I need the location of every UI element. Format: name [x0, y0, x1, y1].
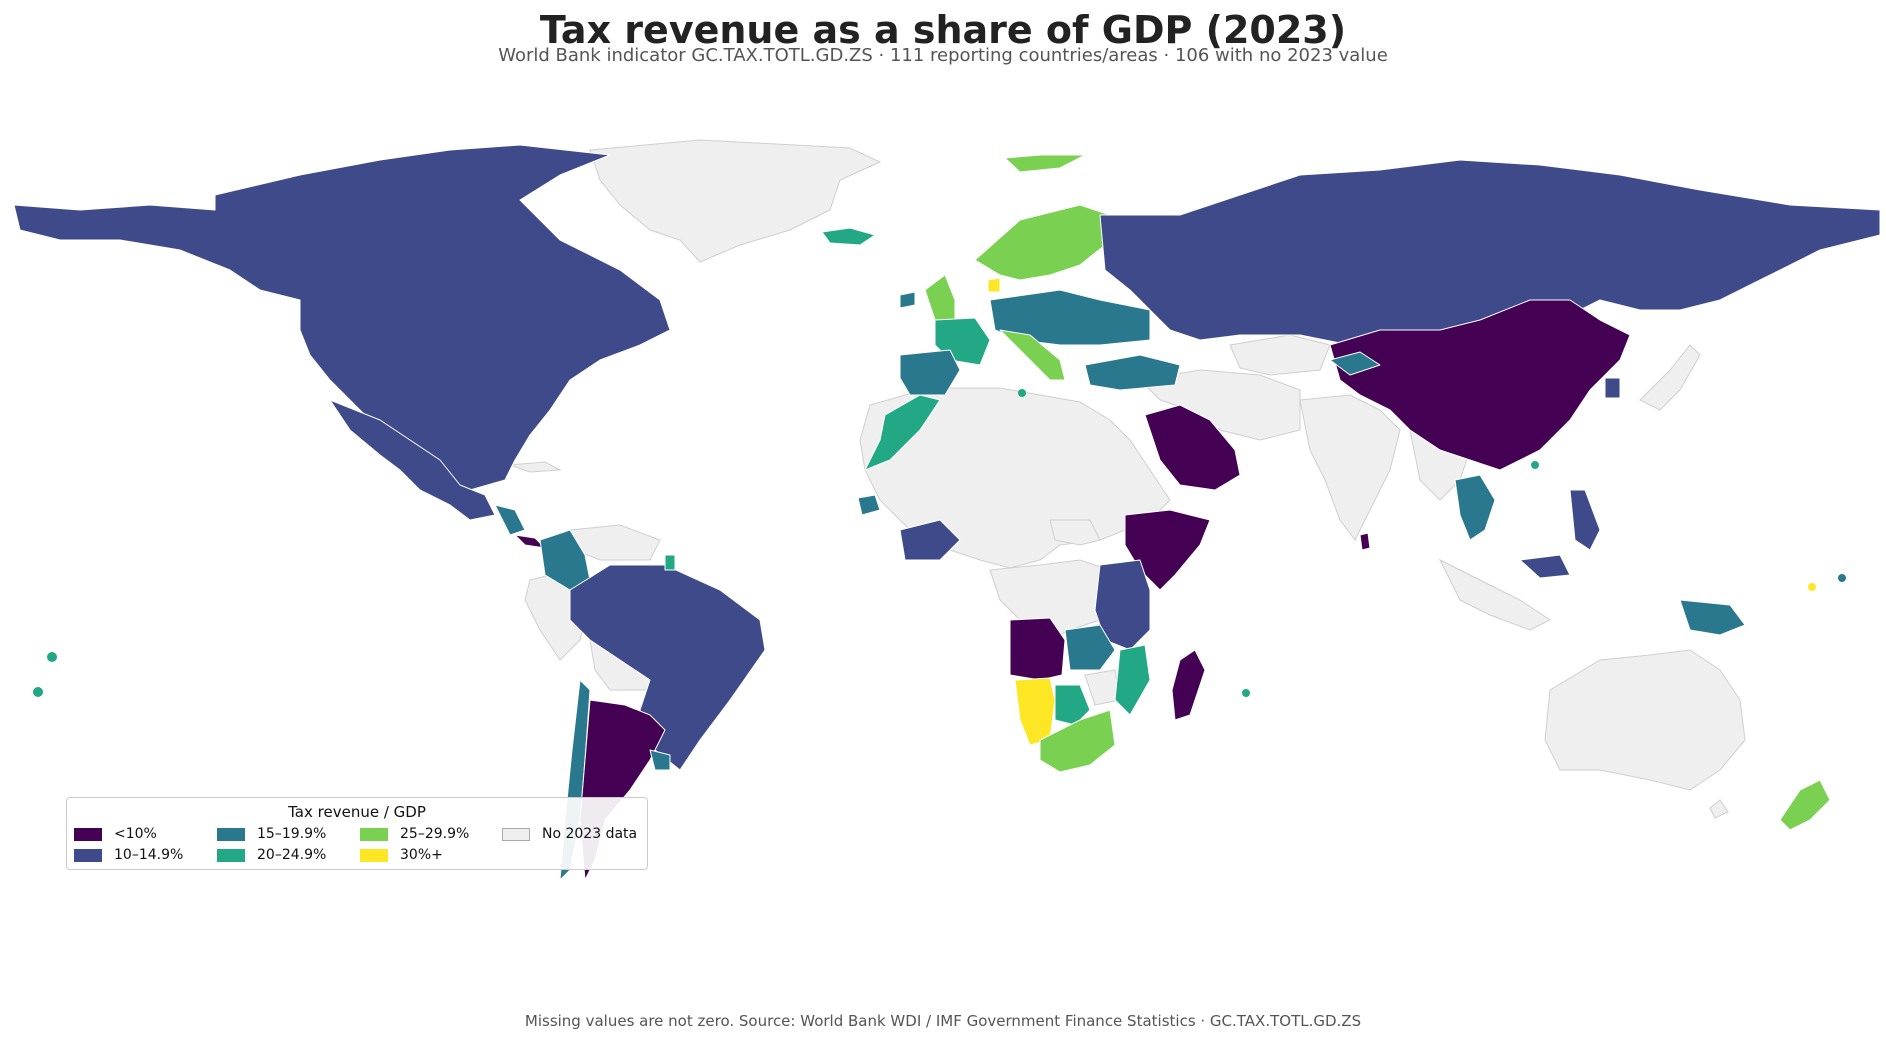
region-mozambique[interactable] — [1114, 644, 1151, 716]
legend-swatch — [502, 827, 530, 841]
region-thailand-indochina[interactable] — [1454, 474, 1496, 541]
region-ireland[interactable] — [899, 291, 916, 309]
region-turkey[interactable] — [1084, 354, 1181, 391]
region-pacific-island-1[interactable] — [47, 652, 57, 662]
region-east-africa[interactable] — [1094, 559, 1151, 651]
region-suriname[interactable] — [664, 554, 676, 571]
legend-swatch — [217, 848, 245, 862]
legend-label: 20–24.9% — [257, 847, 327, 863]
legend-item-20: 20–24.9% — [217, 847, 326, 865]
legend-swatch — [74, 848, 102, 862]
region-russia[interactable] — [1099, 159, 1881, 346]
region-middle-east[interactable] — [1138, 369, 1301, 441]
no-data-regions — [509, 139, 1746, 819]
region-uruguay[interactable] — [649, 749, 671, 771]
region-malta[interactable] — [1018, 389, 1026, 397]
region-pacific-island-2[interactable] — [33, 687, 43, 697]
region-kazakhstan-area[interactable] — [1329, 351, 1381, 376]
region-west-africa-2[interactable] — [899, 519, 961, 561]
region-pacific-island-4[interactable] — [1838, 574, 1846, 582]
region-central-america[interactable] — [494, 504, 526, 536]
region-madagascar[interactable] — [1171, 649, 1206, 721]
region-australia[interactable] — [1544, 649, 1746, 791]
region-sri-lanka[interactable] — [1359, 532, 1371, 551]
map-title: Tax revenue as a share of GDP (2023) — [539, 8, 1347, 52]
legend-item-10: 10–14.9% — [74, 847, 183, 865]
legend-swatch — [74, 827, 102, 841]
legend-title: Tax revenue / GDP — [288, 803, 426, 821]
region-new-guinea-east[interactable] — [1709, 799, 1729, 819]
region-mexico[interactable] — [329, 399, 496, 521]
legend-item-nodata: No 2023 data — [502, 826, 637, 844]
region-brazil[interactable] — [569, 564, 766, 771]
region-saudi-arabia[interactable] — [1144, 404, 1241, 491]
region-iceland[interactable] — [821, 227, 876, 246]
legend-item-15: 15–19.9% — [217, 826, 326, 844]
region-mauritius[interactable] — [1242, 689, 1250, 697]
region-south-africa[interactable] — [1039, 709, 1116, 773]
region-central-asia[interactable] — [1229, 334, 1331, 376]
legend-label: <10% — [114, 826, 157, 842]
legend-label: No 2023 data — [542, 826, 638, 842]
map-legend: Tax revenue / GDP <10% 10–14.9% 15–19.9%… — [66, 797, 648, 870]
region-ethiopia-somalia[interactable] — [1124, 509, 1211, 591]
region-malaysia[interactable] — [1519, 554, 1571, 579]
region-angola[interactable] — [1009, 617, 1066, 681]
map-footer-source: Missing values are not zero. Source: Wor… — [524, 1012, 1362, 1030]
region-morocco[interactable] — [864, 394, 941, 471]
region-iberia[interactable] — [899, 349, 961, 396]
region-svalbard[interactable] — [1004, 154, 1086, 173]
region-korea-japan[interactable] — [1639, 344, 1701, 411]
region-indonesia[interactable] — [1438, 558, 1551, 631]
region-philippines[interactable] — [1569, 489, 1601, 551]
region-new-zealand[interactable] — [1779, 779, 1831, 831]
region-china[interactable] — [1329, 299, 1631, 471]
region-india[interactable] — [1299, 394, 1401, 541]
region-west-africa-1[interactable] — [857, 494, 881, 516]
region-uk[interactable] — [924, 274, 956, 321]
legend-item-30: 30%+ — [360, 847, 443, 865]
region-pacific-island-3[interactable] — [1808, 583, 1816, 591]
legend-item-lt10: <10% — [74, 826, 157, 844]
region-korea[interactable] — [1604, 377, 1621, 399]
region-papua-new-guinea[interactable] — [1679, 599, 1746, 636]
region-hong-kong[interactable] — [1531, 461, 1539, 469]
region-botswana[interactable] — [1054, 684, 1091, 726]
map-subtitle: World Bank indicator GC.TAX.TOTL.GD.ZS ·… — [498, 45, 1388, 66]
legend-label: 30%+ — [400, 847, 443, 863]
legend-swatch — [217, 827, 245, 841]
legend-swatch — [360, 827, 388, 841]
legend-label: 10–14.9% — [114, 847, 184, 863]
region-italy-balkans[interactable] — [999, 329, 1066, 381]
legend-label: 15–19.9% — [257, 826, 327, 842]
region-east-africa-horn[interactable] — [1049, 519, 1101, 546]
region-greenland[interactable] — [589, 139, 882, 263]
region-caribbean-cuba[interactable] — [509, 461, 562, 473]
region-scandinavia[interactable] — [974, 204, 1111, 281]
legend-swatch — [360, 848, 388, 862]
region-north-america[interactable] — [13, 144, 671, 491]
region-zambia[interactable] — [1064, 624, 1116, 671]
legend-item-25: 25–29.9% — [360, 826, 469, 844]
region-denmark[interactable] — [987, 277, 1001, 293]
legend-label: 25–29.9% — [400, 826, 470, 842]
